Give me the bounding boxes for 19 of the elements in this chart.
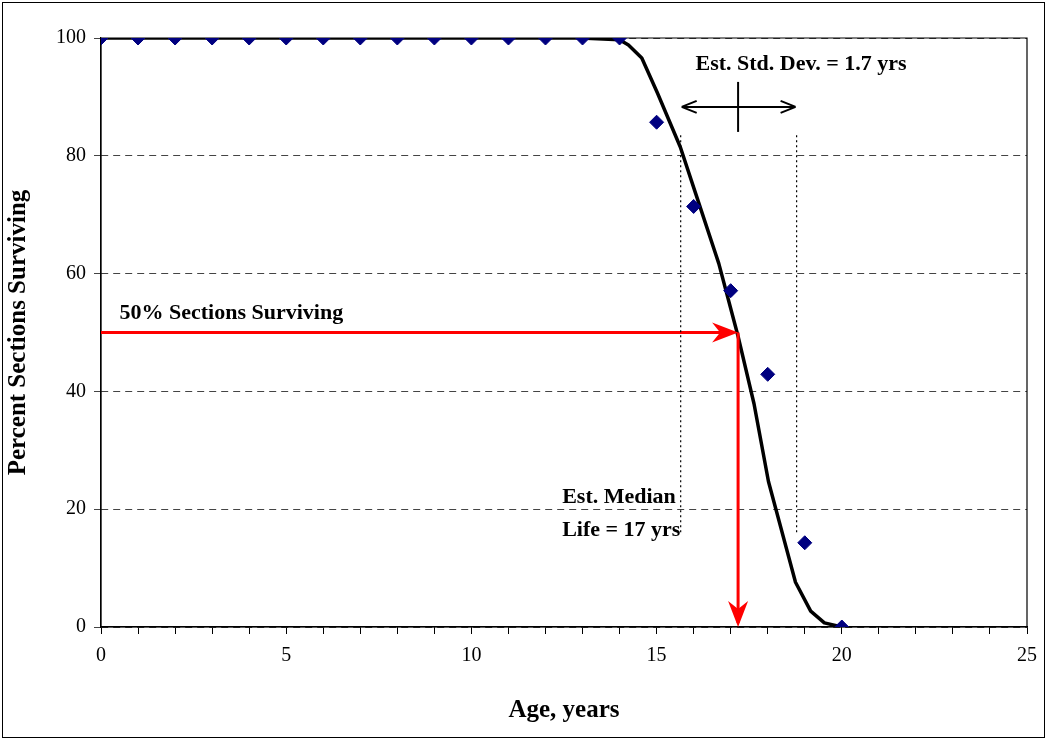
x-tick-label: 20 — [831, 643, 852, 666]
y-tick-label: 0 — [76, 614, 86, 637]
annotation: Est. Std. Dev. = 1.7 yrs — [695, 50, 908, 76]
point — [723, 283, 739, 299]
y-tick-label: 80 — [66, 143, 86, 166]
x-tick-label: 0 — [96, 643, 106, 666]
y-tick-label: 20 — [66, 496, 86, 519]
annotation: Est. Median Life = 17 yrs — [562, 482, 681, 541]
x-tick-label: 15 — [646, 643, 667, 666]
y-axis-title: Percent Sections Surviving — [3, 189, 31, 476]
y-tick-label: 100 — [56, 25, 86, 48]
x-tick-label: 10 — [461, 643, 482, 666]
y-tick-label: 60 — [66, 260, 86, 283]
y-tick-label: 40 — [66, 378, 86, 401]
x-tick-label: 25 — [1017, 643, 1037, 666]
x-tick-label: 5 — [281, 643, 292, 666]
x-axis-title: Age, years — [508, 695, 620, 723]
point — [760, 366, 776, 382]
annotation: 50% Sections Surviving — [119, 298, 344, 324]
